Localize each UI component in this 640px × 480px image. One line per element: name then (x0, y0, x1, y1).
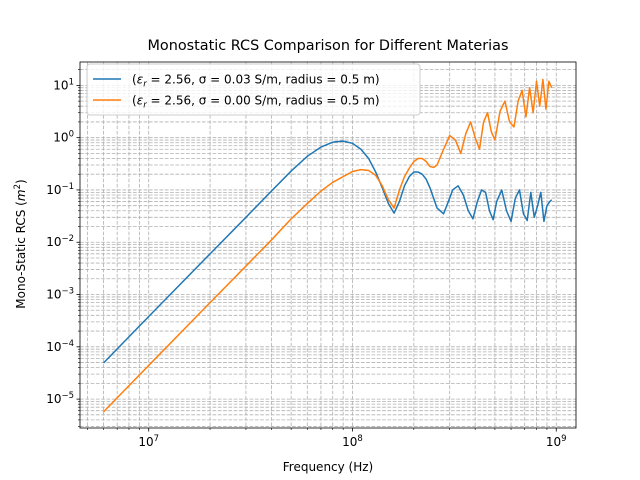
x-tick-label: 107 (138, 434, 159, 449)
y-tick-label: 10−2 (46, 234, 74, 249)
y-tick-label: 10−3 (46, 287, 74, 302)
x-axis-label: Frequency (Hz) (283, 460, 374, 474)
y-axis-label: Mono-Static RCS (m2) (13, 179, 28, 308)
y-tick-label: 10−5 (46, 391, 74, 406)
legend: (εr = 2.56, σ = 0.03 S/m, radius = 0.5 m… (86, 63, 421, 116)
series-line-2 (102, 78, 553, 413)
plot-frame (79, 61, 577, 429)
series-layer (102, 78, 553, 413)
x-axis-ticks: 107 108 109 (87, 428, 567, 449)
legend-box (86, 63, 421, 116)
series-line-1 (102, 140, 553, 364)
legend-label-1: (εr = 2.56, σ = 0.03 S/m, radius = 0.5 m… (132, 73, 380, 90)
x-tick-label: 108 (342, 434, 363, 449)
y-tick-label: 10−1 (46, 182, 74, 197)
y-tick-label: 101 (53, 77, 74, 92)
chart-title: Monostatic RCS Comparison for Different … (148, 38, 509, 54)
major-grid-x (148, 62, 557, 428)
y-tick-label: 100 (53, 130, 74, 145)
y-axis-ticks: 10−5 10−4 10−3 10−2 10−1 100 101 (46, 69, 80, 427)
x-tick-label: 109 (546, 434, 567, 449)
legend-label-2: (εr = 2.56, σ = 0.00 S/m, radius = 0.5 m… (132, 94, 380, 111)
y-tick-label: 10−4 (46, 339, 74, 354)
